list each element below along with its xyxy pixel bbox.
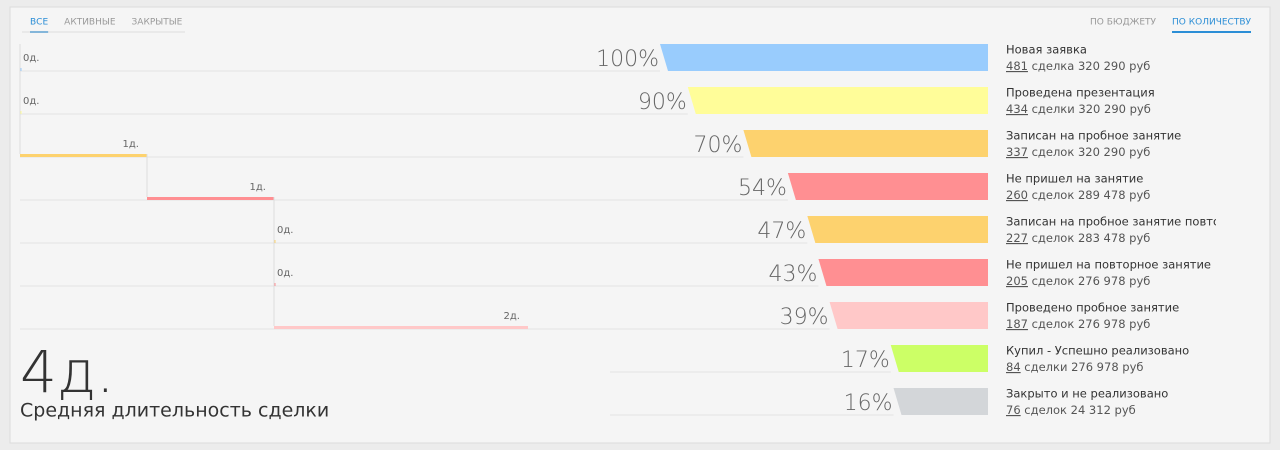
duration-label: 0д. — [23, 53, 39, 64]
deal-word: сделок — [1032, 274, 1075, 288]
funnel-bar — [807, 216, 988, 243]
percent-label: 16% — [844, 391, 893, 416]
deal-sum: 289 478 руб — [1078, 188, 1150, 202]
percent-label: 39% — [780, 305, 829, 330]
stage-name: Закрыто и не реализовано — [1006, 387, 1168, 401]
funnel-bar — [829, 302, 988, 329]
funnel-bar — [687, 87, 988, 114]
funnel-bar — [818, 259, 988, 286]
duration-label: 0д. — [23, 96, 39, 107]
deal-word: сделок — [1032, 231, 1075, 245]
filter-tab[interactable]: ВСЕ — [30, 18, 48, 28]
funnel-bar — [743, 130, 988, 157]
deal-count[interactable]: 434 — [1006, 102, 1028, 116]
stage-info: Купил - Успешно реализовано — [1006, 344, 1189, 358]
duration-bar — [20, 68, 22, 71]
sort-tab[interactable]: ПО БЮДЖЕТУ — [1090, 18, 1157, 28]
funnel-bar — [660, 44, 988, 71]
filter-tab[interactable]: АКТИВНЫЕ — [64, 18, 116, 28]
percent-label: 90% — [638, 90, 687, 115]
deal-count[interactable]: 481 — [1006, 59, 1028, 73]
duration-label: 0д. — [277, 225, 293, 236]
stage-info: Новая заявка — [1006, 43, 1087, 57]
deal-sum: 320 290 руб — [1078, 59, 1150, 73]
deal-word: сделок — [1032, 145, 1075, 159]
stage-info: Закрыто и не реализовано — [1006, 387, 1168, 401]
summary-value: 4д. — [20, 338, 115, 406]
stage-details: 187 сделок 276 978 руб — [1006, 317, 1150, 331]
percent-label: 100% — [596, 47, 659, 72]
deal-word: сделок — [1032, 188, 1075, 202]
duration-label: 2д. — [504, 311, 520, 322]
funnel-bar — [890, 345, 988, 372]
duration-bar — [274, 283, 276, 286]
deal-count[interactable]: 205 — [1006, 274, 1028, 288]
stage-details: 337 сделок 320 290 руб — [1006, 145, 1150, 159]
stage-name: Записан на пробное занятие повторно — [1006, 215, 1242, 229]
deal-word: сделки — [1024, 360, 1067, 374]
duration-bar — [274, 326, 528, 329]
deal-sum: 276 978 руб — [1078, 317, 1150, 331]
deal-sum: 276 978 руб — [1071, 360, 1143, 374]
deal-count[interactable]: 187 — [1006, 317, 1028, 331]
stage-name: Записан на пробное занятие — [1006, 129, 1181, 143]
stage-details: 205 сделок 276 978 руб — [1006, 274, 1150, 288]
percent-label: 70% — [693, 133, 742, 158]
deal-sum: 320 290 руб — [1078, 102, 1150, 116]
deal-sum: 24 312 руб — [1071, 403, 1136, 417]
deal-word: сделка — [1032, 59, 1075, 73]
stage-name: Проведено пробное занятие — [1006, 301, 1179, 315]
deal-count[interactable]: 76 — [1006, 403, 1021, 417]
duration-bar — [20, 111, 22, 114]
deal-word: сделок — [1032, 317, 1075, 331]
card — [9, 6, 1271, 444]
deal-word: сделок — [1024, 403, 1067, 417]
summary-label: Средняя длительность сделки — [20, 400, 329, 422]
deal-sum: 320 290 руб — [1078, 145, 1150, 159]
stage-details: 260 сделок 289 478 руб — [1006, 188, 1150, 202]
percent-label: 47% — [757, 219, 806, 244]
stage-info: Записан на пробное занятие повторно — [1006, 215, 1242, 229]
stage-details: 84 сделки 276 978 руб — [1006, 360, 1144, 374]
duration-label: 1д. — [250, 182, 266, 193]
percent-label: 54% — [738, 176, 787, 201]
stage-details: 481 сделка 320 290 руб — [1006, 59, 1150, 73]
funnel-bar — [787, 173, 988, 200]
deal-sum: 283 478 руб — [1078, 231, 1150, 245]
deal-count[interactable]: 337 — [1006, 145, 1028, 159]
deal-sum: 276 978 руб — [1078, 274, 1150, 288]
funnel-bar — [893, 388, 988, 415]
deal-word: сделки — [1032, 102, 1075, 116]
percent-label: 17% — [841, 348, 890, 373]
duration-label: 0д. — [277, 268, 293, 279]
duration-bar — [20, 154, 147, 157]
stage-info: Проведено пробное занятие — [1006, 301, 1179, 315]
duration-bar — [147, 197, 274, 200]
stage-name: Не пришел на занятие — [1006, 172, 1143, 186]
stage-name: Не пришел на повторное занятие — [1006, 258, 1211, 272]
filter-tab[interactable]: ЗАКРЫТЫЕ — [132, 18, 183, 28]
stage-details: 76 сделок 24 312 руб — [1006, 403, 1136, 417]
stage-info: Проведена презентация — [1006, 86, 1155, 100]
duration-bar — [274, 240, 276, 243]
deal-count[interactable]: 227 — [1006, 231, 1028, 245]
stage-name: Новая заявка — [1006, 43, 1087, 57]
sort-tab[interactable]: ПО КОЛИЧЕСТВУ — [1172, 18, 1251, 28]
stage-details: 227 сделок 283 478 руб — [1006, 231, 1150, 245]
deal-count[interactable]: 84 — [1006, 360, 1021, 374]
stage-name: Проведена презентация — [1006, 86, 1155, 100]
stage-details: 434 сделки 320 290 руб — [1006, 102, 1151, 116]
percent-label: 43% — [769, 262, 818, 287]
duration-label: 1д. — [123, 139, 139, 150]
stage-name: Купил - Успешно реализовано — [1006, 344, 1189, 358]
deal-count[interactable]: 260 — [1006, 188, 1028, 202]
stage-info: Не пришел на повторное занятие — [1006, 258, 1211, 272]
stage-info: Записан на пробное занятие — [1006, 129, 1181, 143]
stage-info: Не пришел на занятие — [1006, 172, 1143, 186]
